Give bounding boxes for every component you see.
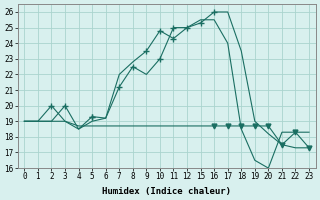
X-axis label: Humidex (Indice chaleur): Humidex (Indice chaleur) [102, 187, 231, 196]
